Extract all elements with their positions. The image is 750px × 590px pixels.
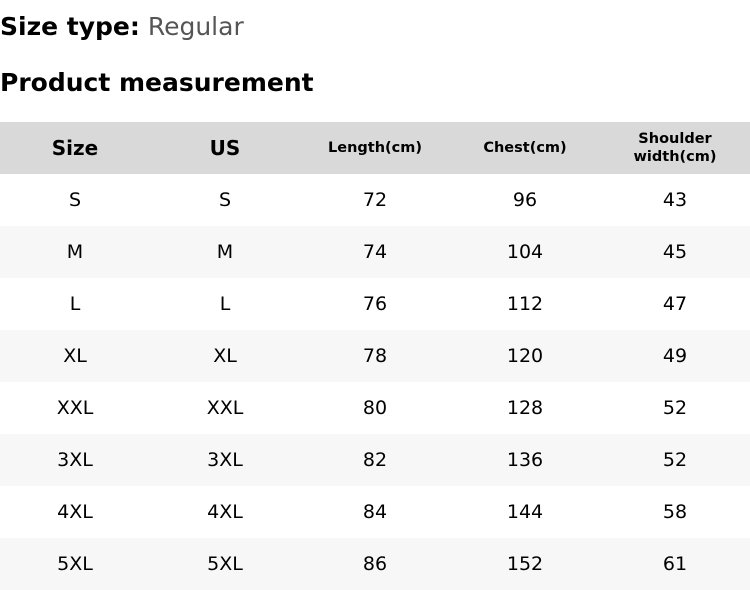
size-type-label: Size type:: [0, 12, 140, 41]
table-cell: 74: [362, 241, 388, 263]
table-cell: L: [219, 293, 231, 315]
table-cell: 76: [362, 293, 388, 315]
header-us: US: [209, 136, 241, 160]
table-cell: 152: [506, 553, 544, 575]
table-cell: XXL: [56, 397, 94, 419]
table-cell: 128: [506, 397, 544, 419]
table-cell: 3XL: [57, 449, 93, 471]
table-row: 4XL 4XL 84 144 58: [0, 486, 750, 538]
table-cell: 58: [662, 501, 688, 523]
table-cell: 43: [662, 189, 688, 211]
table-cell: M: [216, 241, 234, 263]
header-chest: Chest(cm): [483, 140, 567, 156]
table-cell: 84: [362, 501, 388, 523]
table-cell: S: [218, 189, 232, 211]
table-cell: 78: [362, 345, 388, 367]
size-type: Size type: Regular: [0, 12, 244, 41]
table-cell: 104: [506, 241, 544, 263]
table-cell: 136: [506, 449, 544, 471]
table-row: 3XL 3XL 82 136 52: [0, 434, 750, 486]
table-cell: L: [69, 293, 81, 315]
table-cell: 3XL: [207, 449, 243, 471]
measurement-table: Size US Length(cm) Chest(cm) Shoulder wi…: [0, 122, 750, 590]
table-row: L L 76 112 47: [0, 278, 750, 330]
table-cell: 80: [362, 397, 388, 419]
table-cell: 47: [662, 293, 688, 315]
table-cell: 5XL: [57, 553, 93, 575]
table-cell: M: [66, 241, 84, 263]
header-shoulder-label: Shoulder width(cm): [633, 131, 717, 165]
header-length: Length(cm): [328, 140, 422, 156]
table-cell: 52: [662, 397, 688, 419]
header-shoulder: Shoulder width(cm): [600, 122, 750, 174]
table-row: XL XL 78 120 49: [0, 330, 750, 382]
table-row: XXL XXL 80 128 52: [0, 382, 750, 434]
table-cell: 4XL: [57, 501, 93, 523]
header-size: Size: [51, 136, 99, 160]
table-cell: 96: [512, 189, 538, 211]
table-row: S S 72 96 43: [0, 174, 750, 226]
table-cell: XL: [63, 345, 87, 367]
table-row: M M 74 104 45: [0, 226, 750, 278]
size-type-value: Regular: [147, 12, 244, 41]
table-header-row: Size US Length(cm) Chest(cm) Shoulder wi…: [0, 122, 750, 174]
table-cell: 72: [362, 189, 388, 211]
table-cell: 144: [506, 501, 544, 523]
table-cell: 45: [662, 241, 688, 263]
table-cell: 86: [362, 553, 388, 575]
table-cell: 4XL: [207, 501, 243, 523]
page-title: Product measurement: [0, 68, 314, 97]
table-cell: 5XL: [207, 553, 243, 575]
table-row: 5XL 5XL 86 152 61: [0, 538, 750, 590]
table-cell: 112: [506, 293, 544, 315]
table-cell: 82: [362, 449, 388, 471]
table-cell: XL: [213, 345, 237, 367]
table-cell: 52: [662, 449, 688, 471]
table-cell: S: [68, 189, 82, 211]
table-cell: XXL: [206, 397, 244, 419]
table-cell: 49: [662, 345, 688, 367]
table-cell: 120: [506, 345, 544, 367]
table-cell: 61: [662, 553, 688, 575]
